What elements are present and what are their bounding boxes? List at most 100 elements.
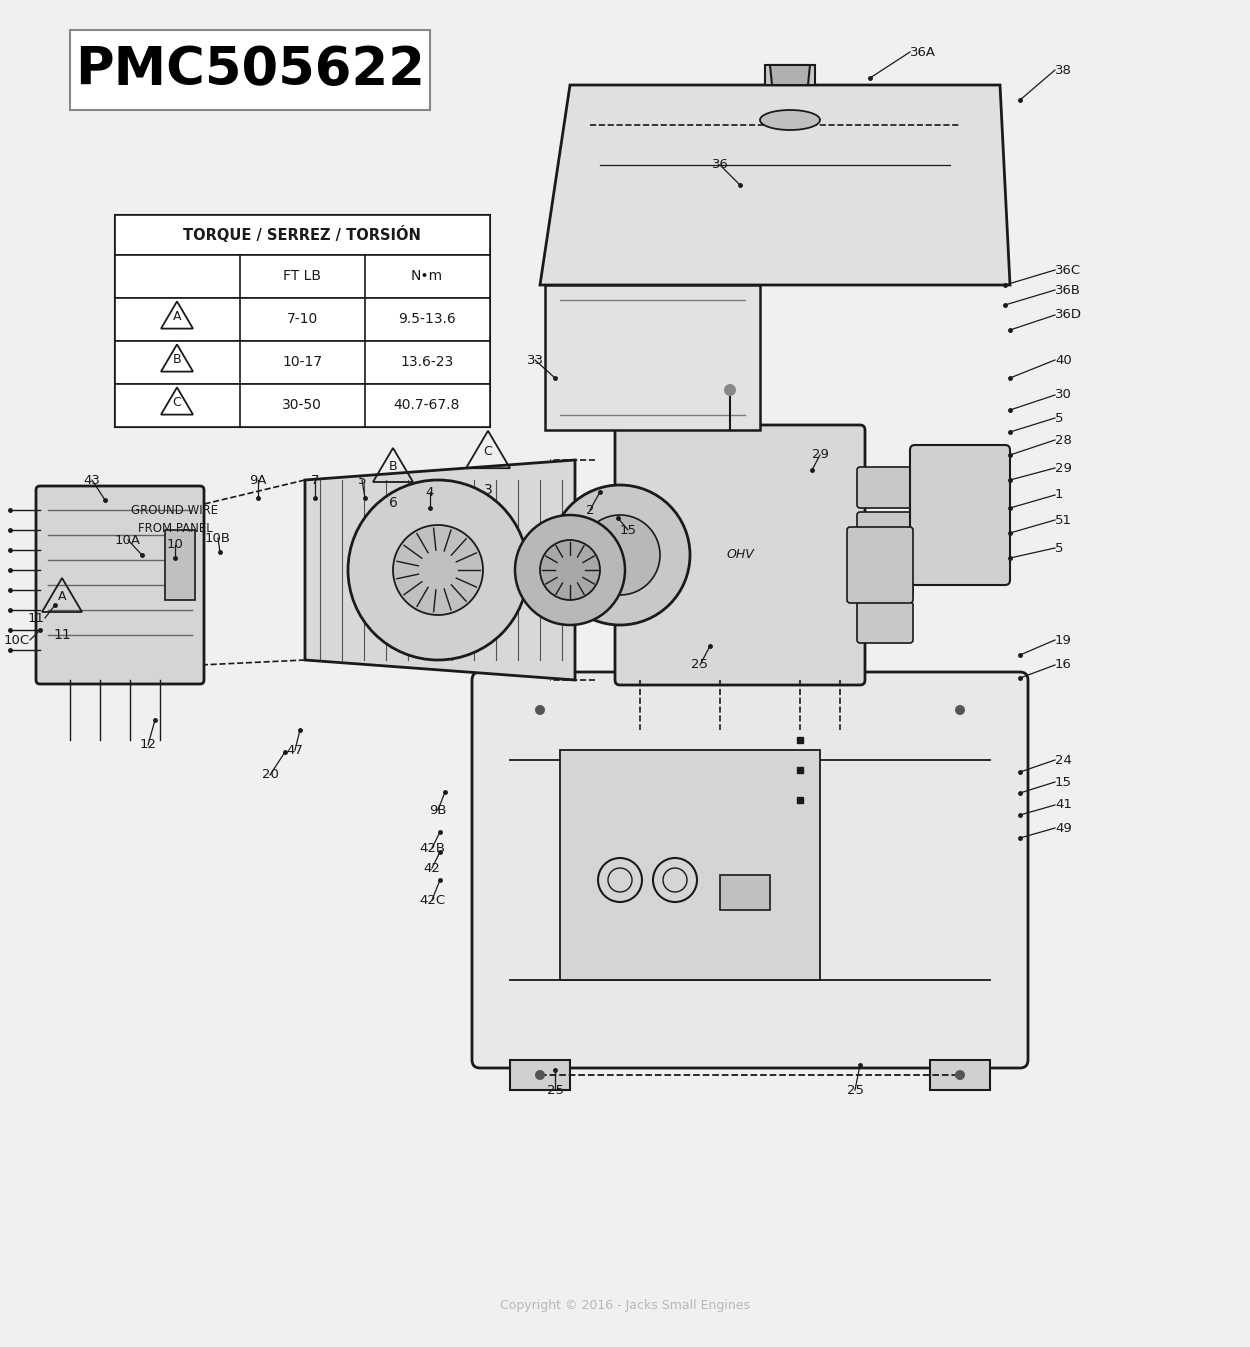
Text: GROUND WIRE: GROUND WIRE	[131, 504, 219, 516]
Text: 3: 3	[484, 484, 492, 497]
Text: PMC505622: PMC505622	[75, 44, 425, 96]
Text: A: A	[173, 310, 181, 323]
Bar	[70, 30, 430, 110]
Text: 28: 28	[1055, 434, 1072, 446]
Text: N•m: N•m	[411, 269, 442, 283]
Text: SMALL ENGINES: SMALL ENGINES	[462, 568, 598, 587]
Text: 40.7-67.8: 40.7-67.8	[394, 397, 460, 412]
Circle shape	[550, 485, 690, 625]
Text: 49: 49	[1055, 822, 1071, 835]
Text: 41: 41	[1055, 799, 1072, 811]
Text: 36C: 36C	[1055, 264, 1081, 276]
Polygon shape	[540, 85, 1010, 286]
Bar	[115, 341, 490, 384]
Text: 30: 30	[1055, 388, 1072, 401]
Circle shape	[955, 1070, 965, 1080]
Text: 43: 43	[84, 474, 100, 486]
Text: 12: 12	[140, 738, 156, 752]
Circle shape	[535, 704, 545, 715]
FancyBboxPatch shape	[858, 467, 912, 508]
Text: 15: 15	[620, 524, 636, 536]
Text: 29: 29	[811, 449, 829, 462]
Text: Copyright © 2016 - Jacks Small Engines: Copyright © 2016 - Jacks Small Engines	[500, 1299, 750, 1312]
Text: 36: 36	[711, 159, 729, 171]
Polygon shape	[770, 65, 810, 85]
Circle shape	[540, 540, 600, 599]
Bar	[720, 876, 770, 911]
Text: 13.6-23: 13.6-23	[400, 356, 454, 369]
Text: 5: 5	[1055, 541, 1064, 555]
Circle shape	[515, 515, 625, 625]
Bar	[115, 255, 490, 298]
Text: 24: 24	[1055, 753, 1072, 766]
Circle shape	[724, 384, 736, 396]
Text: 6: 6	[389, 496, 398, 511]
Text: Jacks®: Jacks®	[454, 525, 606, 564]
Text: 10B: 10B	[205, 532, 231, 544]
Bar	[115, 298, 490, 341]
FancyBboxPatch shape	[472, 672, 1028, 1068]
Text: 40: 40	[1055, 353, 1071, 366]
Text: 1: 1	[1055, 489, 1064, 501]
Text: 36D: 36D	[1055, 308, 1082, 322]
Text: 42C: 42C	[419, 893, 445, 907]
Text: 15: 15	[1055, 776, 1072, 788]
Text: 7: 7	[311, 474, 319, 486]
Circle shape	[392, 525, 482, 616]
Text: 5: 5	[1055, 411, 1064, 424]
Text: 47: 47	[286, 744, 304, 757]
Text: 25: 25	[691, 659, 709, 672]
Text: B: B	[173, 353, 181, 366]
Text: 10A: 10A	[115, 533, 141, 547]
Text: 42: 42	[424, 862, 440, 874]
Text: C: C	[173, 396, 181, 409]
FancyBboxPatch shape	[36, 486, 204, 684]
Text: 25: 25	[846, 1083, 864, 1096]
Text: 42B: 42B	[419, 842, 445, 854]
Bar	[765, 65, 815, 85]
Text: 10-17: 10-17	[282, 356, 322, 369]
Text: 9.5-13.6: 9.5-13.6	[398, 313, 456, 326]
Text: 16: 16	[1055, 659, 1072, 672]
Text: 19: 19	[1055, 633, 1072, 647]
Circle shape	[955, 704, 965, 715]
Text: 29: 29	[1055, 462, 1072, 474]
Text: 9B: 9B	[429, 804, 446, 816]
FancyBboxPatch shape	[858, 558, 912, 598]
Text: 20: 20	[261, 769, 279, 781]
Text: FROM PANEL: FROM PANEL	[138, 521, 212, 535]
FancyBboxPatch shape	[858, 512, 912, 554]
Text: 33: 33	[526, 353, 544, 366]
Text: 5: 5	[357, 474, 366, 486]
Circle shape	[348, 480, 528, 660]
Text: 36A: 36A	[910, 46, 936, 58]
Text: 4: 4	[426, 485, 434, 498]
Text: 51: 51	[1055, 513, 1072, 527]
FancyBboxPatch shape	[910, 445, 1010, 585]
Bar	[115, 216, 490, 255]
Text: FT LB: FT LB	[282, 269, 321, 283]
Text: OHV: OHV	[726, 548, 754, 562]
Text: 10: 10	[166, 539, 184, 551]
Text: 30-50: 30-50	[282, 397, 322, 412]
Text: C: C	[484, 446, 492, 458]
Text: TORQUE / SERREZ / TORSIÓN: TORQUE / SERREZ / TORSIÓN	[182, 226, 421, 244]
Polygon shape	[305, 459, 575, 680]
Bar	[165, 529, 195, 599]
Text: 7-10: 7-10	[286, 313, 318, 326]
Bar	[930, 1060, 990, 1090]
Circle shape	[535, 1070, 545, 1080]
Bar	[115, 216, 490, 427]
Ellipse shape	[760, 110, 820, 131]
Text: 25: 25	[546, 1083, 564, 1096]
Text: 2: 2	[586, 504, 594, 516]
Text: A: A	[58, 590, 66, 603]
Polygon shape	[545, 286, 760, 430]
Bar	[115, 384, 490, 427]
Text: 38: 38	[1055, 63, 1072, 77]
FancyBboxPatch shape	[848, 527, 912, 603]
Text: 11: 11	[52, 628, 71, 643]
FancyBboxPatch shape	[858, 602, 912, 643]
Text: 9A: 9A	[249, 474, 266, 486]
Text: 36B: 36B	[1055, 283, 1081, 296]
